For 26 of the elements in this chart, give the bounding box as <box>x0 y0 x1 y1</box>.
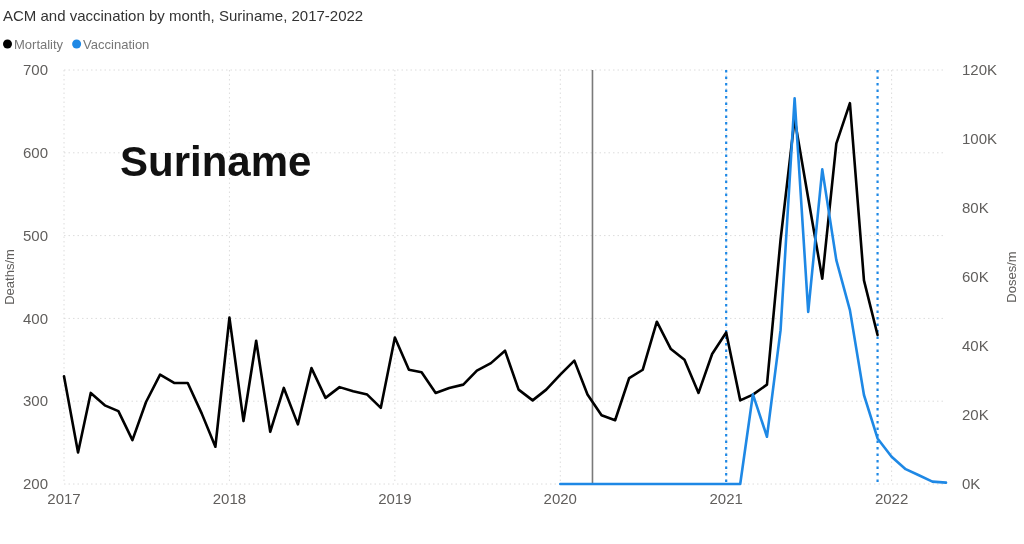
y-tick-label: 200 <box>22 475 48 493</box>
legend-label: Vaccination <box>83 36 150 52</box>
y2-tick-label: 120K <box>962 61 998 79</box>
y-tick-label: 600 <box>22 144 48 162</box>
line-series <box>62 101 879 454</box>
y2-tick-label: 60K <box>962 268 989 286</box>
x-tick-label: 2021 <box>709 490 743 507</box>
y2-axis-title: Doses/m <box>1004 251 1019 303</box>
y2-tick-label: 0K <box>962 475 981 493</box>
y-tick-label: 400 <box>22 309 48 327</box>
y-tick-label: 300 <box>22 392 48 410</box>
y2-tick-label: 40K <box>962 337 989 355</box>
x-tick-label: 2018 <box>212 490 247 507</box>
y2-tick-label: 100K <box>962 130 998 148</box>
chart-title: ACM and vaccination by month, Suriname, 2017-2022 <box>3 7 364 24</box>
legend-label: Mortality <box>14 36 64 52</box>
x-tick-label: 2019 <box>378 490 412 507</box>
x-tick-label: 2022 <box>874 490 909 507</box>
x-tick-label: 2020 <box>543 490 577 507</box>
y-axis-title: Deaths/m <box>2 249 17 305</box>
y-tick-label: 500 <box>22 226 48 244</box>
y2-tick-label: 20K <box>962 406 989 424</box>
x-tick-label: 2017 <box>47 490 81 507</box>
y-tick-label: 700 <box>22 61 48 79</box>
y2-tick-label: 80K <box>962 199 989 217</box>
annotation: Suriname <box>120 138 312 185</box>
